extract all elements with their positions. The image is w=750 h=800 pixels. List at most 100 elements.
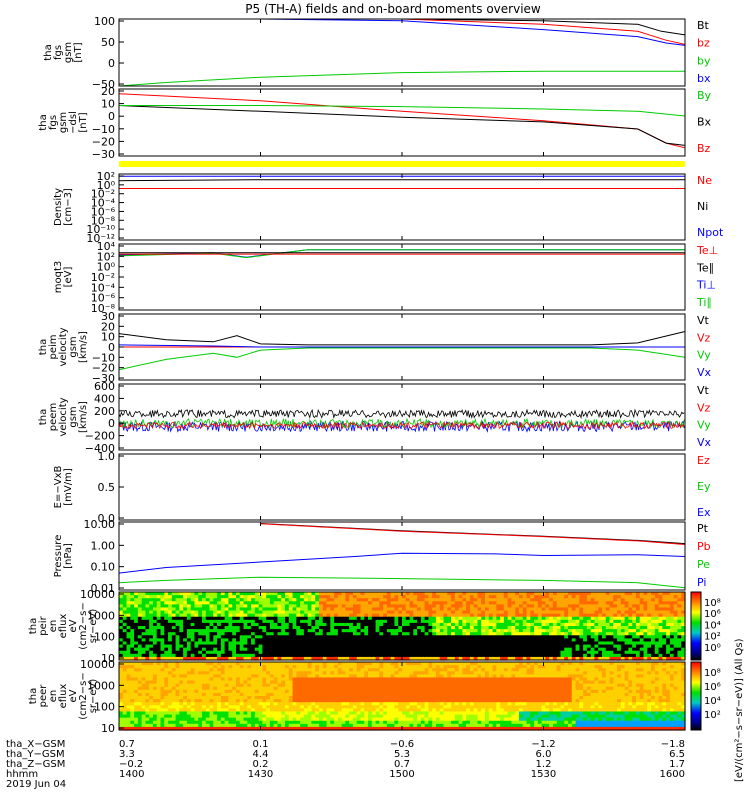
spectrogram-cell (213, 708, 218, 713)
spectrogram-cell (251, 668, 256, 672)
spectrogram-cell (198, 665, 203, 669)
spectrogram-cell (311, 702, 316, 706)
spectrogram-cell (413, 635, 418, 639)
spectrogram-cell (179, 711, 184, 716)
spectrogram-cell (337, 622, 343, 627)
spectrogram-cell (522, 647, 528, 652)
spectrogram-cell (145, 677, 150, 682)
spectrogram-cell (318, 671, 324, 675)
spectrogram-cell (469, 592, 475, 596)
spectrogram-cell (375, 622, 380, 627)
spectrogram-cell (145, 668, 150, 672)
spectrogram-cell (586, 619, 592, 624)
spectrogram-cell (152, 641, 158, 646)
spectrogram-cell (228, 680, 233, 685)
spectrogram-cell (443, 622, 448, 627)
spectrogram-cell (515, 629, 520, 633)
spectrogram-cell (500, 647, 505, 652)
spectrogram-cell (349, 607, 354, 612)
spectrogram-cell (435, 644, 441, 649)
spectrogram-cell (432, 653, 437, 658)
spectrogram-cell (269, 677, 275, 682)
spectrogram-cell (541, 604, 546, 609)
spectrogram-cell (194, 668, 199, 672)
spectrogram-cell (454, 595, 460, 599)
spectrogram-cell (164, 686, 169, 691)
spectrogram-cell (594, 638, 599, 643)
spectrogram-cell (205, 607, 211, 612)
spectrogram-cell (666, 619, 671, 624)
spectrogram-cell (485, 656, 490, 661)
spectrogram-cell (477, 595, 482, 599)
spectrogram-cell (477, 641, 482, 646)
spectrogram-cell (386, 626, 392, 630)
spectrogram-cell (379, 632, 384, 636)
spectrogram-cell (330, 677, 335, 682)
spectrogram-cell (620, 619, 626, 624)
spectrogram-cell (171, 656, 177, 661)
spectrogram-cell (122, 689, 128, 694)
spectrogram-cell (590, 653, 596, 658)
spectrogram-cell (386, 674, 392, 679)
spectrogram-cell (360, 632, 365, 636)
spectrogram-cell (443, 635, 448, 639)
spectrogram-cell (307, 613, 313, 618)
spectrogram-cell (345, 671, 350, 675)
spectrogram-cell (266, 598, 271, 602)
spectrogram-cell (360, 653, 365, 658)
spectrogram-cell (386, 613, 392, 618)
spectrogram-cell (122, 662, 128, 666)
spectrogram-cell (145, 656, 150, 661)
spectrogram-cell (428, 595, 433, 599)
spectrogram-cell (213, 656, 218, 661)
spectrogram-cell (420, 622, 426, 627)
spectrogram-cell (662, 635, 667, 639)
spectrogram-cell (171, 665, 177, 669)
spectrogram-cell (620, 650, 626, 655)
spectrogram-cell (417, 616, 422, 621)
spectrogram-cell (198, 689, 203, 694)
spectrogram-cell (617, 622, 622, 627)
spectrogram-cell (552, 647, 558, 652)
spectrogram-cell (424, 650, 430, 655)
spectrogram-cell (198, 635, 203, 639)
spectrogram-cell (202, 641, 207, 646)
spectrogram-cell (383, 607, 388, 612)
spectrogram-cell (617, 595, 622, 599)
spectrogram-cell (398, 650, 403, 655)
spectrogram-cell (334, 650, 339, 655)
spectrogram-cell (254, 711, 260, 716)
spectrogram-cell (534, 635, 539, 639)
spectrogram-cell (345, 668, 350, 672)
spectrogram-cell (232, 717, 237, 722)
spectrogram-cell (451, 644, 456, 649)
spectrogram-cell (458, 610, 463, 615)
spectrogram-cell (439, 641, 445, 646)
spectrogram-cell (281, 641, 286, 646)
spectrogram-cell (666, 601, 671, 605)
spectrogram-cell (394, 714, 399, 719)
spectrogram-cell (473, 638, 479, 643)
spectrogram-cell (285, 601, 290, 605)
chart-title: P5 (TH-A) fields and on-board moments ov… (245, 2, 541, 16)
spectrogram-cell (152, 717, 158, 722)
spectrogram-cell (594, 616, 599, 621)
spectrogram-cell (349, 720, 354, 725)
spectrogram-cell (318, 607, 324, 612)
spectrogram-cell (526, 592, 531, 596)
spectrogram-cell (390, 653, 396, 658)
spectrogram-cell (273, 629, 279, 633)
spectrogram-cell (334, 638, 339, 643)
spectrogram-cell (254, 692, 260, 697)
spectrogram-cell (190, 644, 196, 649)
spectrogram-cell (507, 626, 513, 630)
spectrogram-cell (458, 616, 463, 621)
spectrogram-cell (224, 616, 230, 621)
spectrogram-cell (251, 601, 256, 605)
spectrogram-cell (632, 607, 637, 612)
spectrogram-cell (345, 665, 350, 669)
spectrogram-cell (594, 613, 599, 618)
spectrogram-cell (375, 610, 380, 615)
spectrogram-cell (288, 644, 294, 649)
spectrogram-cell (281, 702, 286, 706)
